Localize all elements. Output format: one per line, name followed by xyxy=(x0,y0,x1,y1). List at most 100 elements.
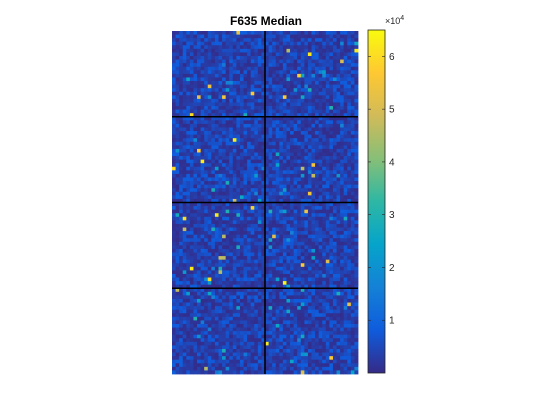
heatmap-cell xyxy=(186,123,191,128)
heatmap-cell xyxy=(236,163,241,168)
heatmap-cell xyxy=(250,41,255,46)
heatmap-cell xyxy=(268,38,273,43)
heatmap-cell xyxy=(286,302,291,307)
heatmap-cell xyxy=(347,152,352,157)
heatmap-cell xyxy=(229,177,234,182)
heatmap-cell xyxy=(222,41,227,46)
heatmap-cell xyxy=(222,223,227,228)
heatmap-cell xyxy=(222,102,227,107)
heatmap-cell xyxy=(293,316,298,321)
heatmap-cell xyxy=(354,341,359,346)
heatmap-cell xyxy=(325,234,330,239)
heatmap-cell xyxy=(222,323,227,328)
heatmap-cell xyxy=(350,198,355,203)
heatmap-cell xyxy=(218,327,223,332)
heatmap-cell xyxy=(204,173,209,178)
heatmap-cell xyxy=(175,163,180,168)
heatmap-cell xyxy=(189,291,194,296)
heatmap-cell xyxy=(204,73,209,78)
heatmap-cell xyxy=(286,345,291,350)
heatmap-cell xyxy=(172,223,176,228)
heatmap-cell xyxy=(232,281,237,286)
heatmap-cell xyxy=(211,52,216,57)
heatmap-cell xyxy=(325,327,330,332)
heatmap-cell xyxy=(254,109,259,114)
heatmap-cell xyxy=(293,266,298,271)
heatmap-cell xyxy=(322,131,327,136)
heatmap-cell xyxy=(286,195,291,200)
heatmap-cell xyxy=(175,338,180,343)
heatmap-cell xyxy=(250,181,255,186)
heatmap-cell xyxy=(275,281,280,286)
heatmap-cell xyxy=(347,327,352,332)
heatmap-cell xyxy=(193,284,198,289)
heatmap-cell xyxy=(268,356,273,361)
heatmap-cell xyxy=(340,184,345,189)
heatmap-cell xyxy=(175,106,180,110)
heatmap-cell xyxy=(232,166,237,171)
heatmap-cell xyxy=(186,191,191,196)
heatmap-cell xyxy=(332,156,337,161)
heatmap-cell xyxy=(239,45,244,50)
heatmap-cell xyxy=(243,48,248,53)
heatmap-cell xyxy=(261,259,266,264)
heatmap-cell xyxy=(336,248,341,253)
heatmap-cell xyxy=(307,370,312,375)
heatmap-cell xyxy=(197,323,202,328)
heatmap-cell xyxy=(300,206,305,211)
heatmap-cell xyxy=(332,177,337,182)
heatmap-cell xyxy=(332,220,337,225)
heatmap-cell xyxy=(275,191,280,196)
heatmap-cell xyxy=(225,141,230,146)
heatmap-cell xyxy=(286,166,291,171)
heatmap-cell xyxy=(275,120,280,125)
heatmap-cell xyxy=(268,88,273,93)
heatmap-cell xyxy=(207,345,212,350)
heatmap-cell xyxy=(254,66,259,71)
heatmap-cell xyxy=(293,241,298,246)
heatmap-cell xyxy=(279,209,284,214)
heatmap-cell xyxy=(261,88,266,93)
heatmap-cell xyxy=(282,234,287,239)
heatmap-cell xyxy=(340,181,345,186)
heatmap-cell xyxy=(307,291,312,296)
heatmap-cell xyxy=(239,366,244,371)
heatmap-cell xyxy=(207,138,212,143)
heatmap-cell xyxy=(315,70,320,75)
heatmap-cell xyxy=(311,327,316,332)
heatmap-cell xyxy=(257,241,262,246)
heatmap-cell xyxy=(268,102,273,107)
heatmap-cell xyxy=(204,95,209,100)
heatmap-cell xyxy=(336,370,341,375)
heatmap-cell xyxy=(325,316,330,321)
heatmap-cell xyxy=(229,198,234,203)
heatmap-cell xyxy=(232,163,237,168)
heatmap-cell xyxy=(329,209,334,214)
heatmap-cell xyxy=(325,113,330,118)
heatmap-cell xyxy=(186,63,191,68)
heatmap-cell xyxy=(218,38,223,43)
heatmap-cell xyxy=(332,266,337,271)
heatmap-cell xyxy=(261,270,266,275)
heatmap-cell xyxy=(211,116,216,121)
heatmap-cell xyxy=(293,198,298,203)
heatmap-cell xyxy=(197,359,202,364)
heatmap-cell xyxy=(229,120,234,125)
heatmap-cell xyxy=(297,220,302,225)
heatmap-cell xyxy=(272,98,277,103)
heatmap-cell xyxy=(318,81,323,85)
heatmap-cell xyxy=(257,234,262,239)
heatmap-cell xyxy=(175,216,180,221)
heatmap-cell xyxy=(172,220,176,225)
heatmap-cell xyxy=(329,331,334,336)
heatmap-cell xyxy=(329,156,334,161)
heatmap-cell xyxy=(218,266,223,271)
heatmap-cell xyxy=(182,291,187,296)
heatmap-cell xyxy=(179,266,184,271)
heatmap-cell xyxy=(354,109,359,114)
heatmap-cell xyxy=(354,123,359,128)
heatmap-cell xyxy=(232,177,237,182)
heatmap-cell xyxy=(282,56,287,60)
heatmap-cell xyxy=(297,234,302,239)
heatmap-cell xyxy=(340,177,345,182)
